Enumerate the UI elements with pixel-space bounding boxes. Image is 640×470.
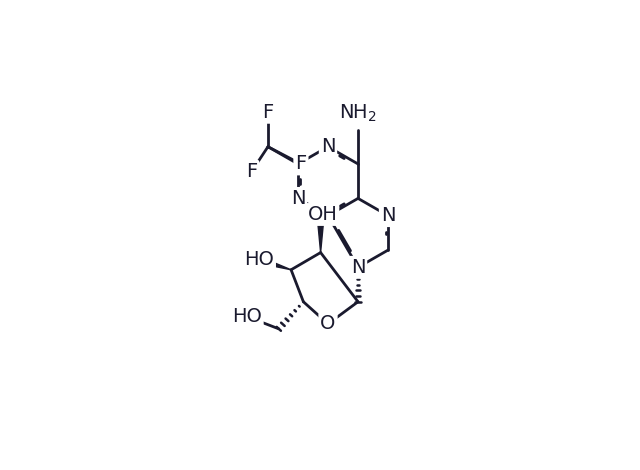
Text: HO: HO — [244, 251, 274, 269]
Text: N: N — [321, 137, 335, 156]
Polygon shape — [258, 257, 291, 270]
Text: F: F — [262, 103, 273, 122]
Text: N: N — [291, 189, 305, 208]
Text: N: N — [381, 206, 396, 225]
Text: O: O — [320, 314, 336, 333]
Text: OH: OH — [307, 205, 337, 224]
Text: HO: HO — [232, 307, 262, 326]
Text: F: F — [295, 155, 307, 173]
Text: NH$_2$: NH$_2$ — [339, 103, 377, 124]
Text: F: F — [246, 162, 257, 181]
Text: N: N — [351, 258, 365, 277]
Polygon shape — [317, 218, 324, 252]
